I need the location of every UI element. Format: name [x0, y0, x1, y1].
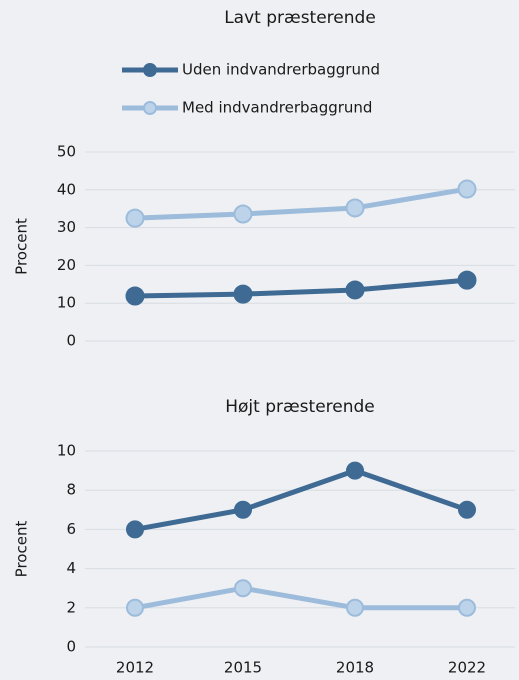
series-line	[134, 277, 468, 299]
point	[233, 284, 253, 304]
point	[125, 286, 145, 306]
series-line	[134, 186, 468, 221]
point	[345, 198, 365, 218]
point	[457, 270, 477, 290]
legend-label: Med indvandrerbaggrund	[182, 99, 372, 117]
point	[458, 598, 476, 617]
y-axis-label: Procent	[13, 218, 31, 275]
y-tick-label: 10	[57, 442, 76, 460]
chart-title: Højt præsterende	[225, 397, 375, 417]
legend-marker	[143, 63, 157, 77]
point	[126, 598, 144, 617]
y-tick-label: 20	[57, 256, 76, 274]
y-tick-label: 6	[66, 520, 76, 538]
y-tick-label: 50	[57, 143, 76, 161]
x-tick-label: 2012	[116, 659, 154, 677]
point	[346, 598, 364, 617]
point	[233, 204, 253, 224]
point	[125, 208, 145, 228]
y-tick-label: 40	[57, 180, 76, 198]
y-tick-label: 0	[66, 638, 76, 656]
y-axis-label: Procent	[13, 521, 31, 578]
y-tick-label: 8	[66, 481, 76, 499]
point	[345, 280, 365, 300]
point	[346, 461, 364, 480]
point	[234, 579, 252, 598]
point	[234, 500, 252, 519]
legend-marker	[143, 101, 157, 115]
x-tick-label: 2022	[448, 659, 486, 677]
y-tick-label: 0	[66, 332, 76, 350]
x-tick-label: 2015	[224, 659, 262, 677]
legend-label: Uden indvandrerbaggrund	[182, 61, 380, 79]
y-tick-label: 2	[66, 598, 76, 616]
y-tick-label: 4	[66, 559, 76, 577]
point	[457, 179, 477, 199]
y-tick-label: 10	[57, 294, 76, 312]
point	[126, 520, 144, 539]
point	[458, 500, 476, 519]
x-tick-label: 2018	[336, 659, 374, 677]
series-line	[134, 468, 468, 532]
series-line	[134, 585, 467, 611]
y-tick-label: 30	[57, 218, 76, 236]
chart-title: Lavt præsterende	[224, 8, 376, 28]
